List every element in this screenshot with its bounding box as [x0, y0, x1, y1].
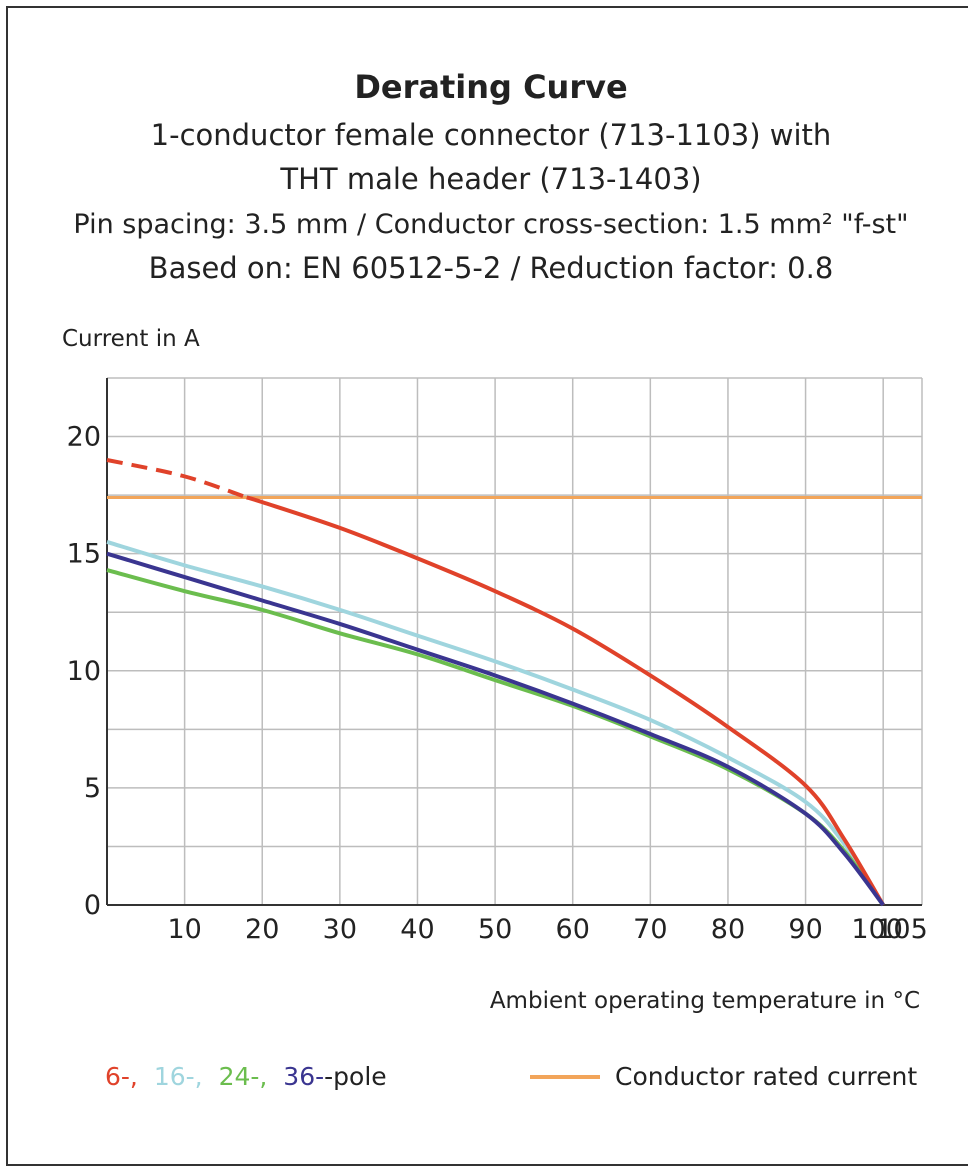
y-tick-labels: 0 5 10 15 20 — [67, 422, 101, 921]
y-axis-label: Current in A — [62, 326, 200, 352]
legend-poles: 6-, 16-, 24-, 36--pole — [105, 1062, 387, 1091]
series-lines — [106, 458, 885, 907]
chart-subtitle-line-4: Based on: EN 60512-5-2 / Reduction facto… — [149, 251, 834, 285]
legend-pole-36: 36- — [283, 1062, 324, 1091]
x-tick-label: 30 — [323, 914, 357, 945]
chart-subtitle-line-3: Pin spacing: 3.5 mm / Conductor cross-se… — [73, 209, 908, 240]
x-tick-label: 10 — [167, 914, 201, 945]
x-tick-label: 70 — [633, 914, 667, 945]
y-tick-label: 10 — [67, 656, 101, 687]
legend-rated-label: Conductor rated current — [615, 1062, 917, 1091]
series-line-6-pole-dashed — [106, 458, 248, 500]
legend: 6-, 16-, 24-, 36--pole Conductor rated c… — [105, 1062, 917, 1091]
x-tick-label: 100 — [851, 914, 903, 945]
x-tick-label: 20 — [245, 914, 279, 945]
axes — [106, 378, 922, 906]
grid-lines — [107, 377, 923, 905]
x-tick-label: 50 — [478, 914, 512, 945]
chart-subtitle-line-1: 1-conductor female connector (713-1103) … — [151, 118, 832, 152]
x-axis-label: Ambient operating temperature in °C — [490, 988, 920, 1014]
legend-pole-6: 6-, — [105, 1062, 138, 1091]
x-tick-label: 105 — [876, 914, 928, 945]
legend-pole-suffix: -pole — [324, 1062, 387, 1091]
legend-pole-24: 24-, — [219, 1062, 268, 1091]
series-line-16-pole — [106, 540, 885, 907]
x-tick-label: 40 — [400, 914, 434, 945]
y-tick-label: 15 — [67, 539, 101, 570]
y-tick-label: 0 — [84, 890, 101, 921]
x-tick-label: 80 — [711, 914, 745, 945]
chart-subtitle-line-2: THT male header (713-1403) — [279, 162, 701, 196]
derating-chart: Derating Curve 1-conductor female connec… — [62, 68, 928, 1091]
series-line-36-pole — [106, 551, 885, 907]
legend-pole-16: 16-, — [154, 1062, 203, 1091]
chart-title: Derating Curve — [354, 68, 627, 106]
series-line-6-pole — [246, 495, 885, 907]
y-tick-label: 20 — [67, 422, 101, 453]
x-tick-label: 60 — [556, 914, 590, 945]
x-tick-label: 90 — [788, 914, 822, 945]
y-tick-label: 5 — [84, 773, 101, 804]
